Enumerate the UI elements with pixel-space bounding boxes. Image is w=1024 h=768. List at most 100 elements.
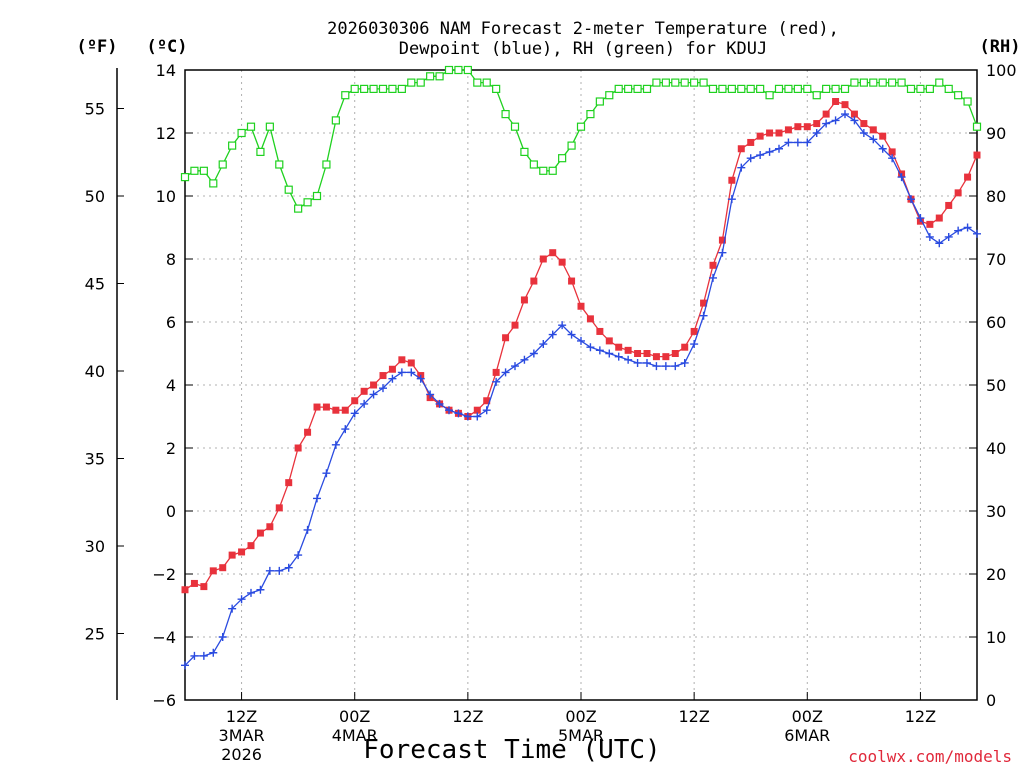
temperature-point bbox=[502, 334, 510, 342]
rh-point bbox=[539, 166, 548, 175]
dewpoint-point bbox=[765, 147, 774, 156]
temperature-point bbox=[700, 299, 708, 307]
rh-point bbox=[520, 147, 529, 156]
rh-point bbox=[586, 109, 595, 119]
rh-point bbox=[840, 84, 850, 94]
temperature-point bbox=[596, 327, 604, 335]
rh-point bbox=[972, 122, 982, 131]
x-tick-label: 12Z bbox=[226, 707, 257, 726]
temperature-point bbox=[228, 551, 236, 559]
fahrenheit-tick-label: 25 bbox=[85, 625, 105, 644]
rh-point bbox=[312, 191, 322, 201]
x-axis-title: Forecast Time (UTC) bbox=[363, 735, 660, 765]
dewpoint-point bbox=[916, 214, 925, 223]
dewpoint-point bbox=[624, 355, 633, 364]
temperature-point bbox=[671, 350, 679, 357]
dewpoint-point bbox=[859, 129, 868, 137]
dewpoint-point bbox=[501, 368, 510, 377]
rh-tick-label: 60 bbox=[986, 313, 1006, 332]
rh-tick-label: 0 bbox=[986, 691, 996, 710]
rh-point bbox=[237, 128, 246, 138]
rh-point bbox=[605, 91, 614, 100]
rh-point bbox=[784, 84, 793, 94]
temperature-point bbox=[238, 548, 246, 556]
dewpoint-point bbox=[850, 116, 859, 125]
rh-point bbox=[944, 84, 953, 94]
dewpoint-point bbox=[482, 406, 491, 415]
dewpoint-point bbox=[831, 116, 840, 125]
temperature-point bbox=[209, 567, 217, 575]
rh-point bbox=[888, 78, 897, 87]
dewpoint-point bbox=[548, 330, 557, 339]
temperature-point bbox=[624, 346, 632, 354]
dewpoint-point bbox=[614, 352, 623, 361]
temperature-point bbox=[379, 372, 387, 380]
rh-point bbox=[256, 147, 265, 156]
dewpoint-point bbox=[652, 362, 661, 371]
dewpoint-point bbox=[709, 273, 717, 282]
temperature-point bbox=[530, 277, 538, 285]
temperature-point bbox=[926, 220, 934, 228]
dewpoint-point bbox=[529, 349, 538, 358]
temperature-point bbox=[219, 564, 227, 572]
dewpoint-point bbox=[633, 358, 642, 367]
fahrenheit-tick-label: 35 bbox=[85, 450, 105, 469]
dewpoint-point bbox=[812, 129, 821, 137]
rh-point bbox=[878, 78, 887, 87]
fahrenheit-axis-unit: (ºF) bbox=[77, 37, 118, 57]
dewpoint-point bbox=[190, 651, 199, 660]
rh-tick-label: 50 bbox=[986, 376, 1006, 395]
temperature-point bbox=[332, 406, 340, 414]
rh-point bbox=[360, 84, 369, 94]
rh-point bbox=[331, 116, 340, 125]
rh-tick-label: 80 bbox=[986, 187, 1006, 206]
rh-point bbox=[199, 166, 208, 175]
dewpoint-point bbox=[313, 494, 321, 503]
rh-point bbox=[756, 84, 765, 94]
rh-point bbox=[869, 78, 878, 87]
dewpoint-point bbox=[181, 661, 189, 670]
temperature-point bbox=[473, 406, 481, 414]
rh-point bbox=[822, 84, 831, 94]
temperature-point bbox=[832, 98, 840, 105]
rh-point bbox=[708, 84, 718, 94]
temperature-point bbox=[586, 315, 594, 323]
rh-point bbox=[661, 78, 670, 87]
x-tick-label: 12Z bbox=[452, 707, 483, 726]
temperature-point bbox=[775, 129, 783, 137]
rh-point bbox=[737, 84, 746, 94]
temperature-point bbox=[945, 201, 953, 209]
dewpoint-point bbox=[256, 585, 265, 594]
temperature-point bbox=[935, 214, 943, 222]
rh-point bbox=[916, 84, 925, 94]
rh-point bbox=[501, 109, 510, 119]
rh-point bbox=[576, 122, 586, 131]
temperature-point bbox=[681, 343, 689, 351]
rh-point bbox=[595, 97, 604, 106]
rh-point bbox=[850, 78, 859, 87]
rh-point bbox=[529, 160, 538, 169]
temperature-point bbox=[577, 302, 585, 310]
dewpoint-point bbox=[388, 374, 397, 383]
rh-point bbox=[690, 78, 699, 87]
temperature-point bbox=[690, 327, 698, 335]
rh-point bbox=[897, 78, 906, 87]
rh-point bbox=[369, 84, 378, 94]
series-temperature bbox=[181, 98, 981, 594]
rh-tick-label: 100 bbox=[986, 61, 1017, 80]
x-tick-label: 00Z bbox=[792, 707, 823, 726]
rh-point bbox=[671, 78, 680, 87]
dewpoint-point bbox=[841, 110, 849, 119]
rh-point bbox=[444, 65, 454, 75]
temperature-point bbox=[181, 586, 189, 594]
rh-point bbox=[624, 84, 633, 94]
dewpoint-point bbox=[331, 440, 340, 449]
dewpoint-point bbox=[746, 154, 755, 163]
fahrenheit-tick-label: 30 bbox=[85, 537, 105, 556]
celsius-tick-label: 14 bbox=[156, 61, 176, 80]
temperature-point bbox=[756, 132, 764, 140]
dewpoint-point bbox=[605, 349, 614, 358]
temperature-point bbox=[304, 428, 312, 436]
dewpoint-point bbox=[954, 226, 963, 235]
